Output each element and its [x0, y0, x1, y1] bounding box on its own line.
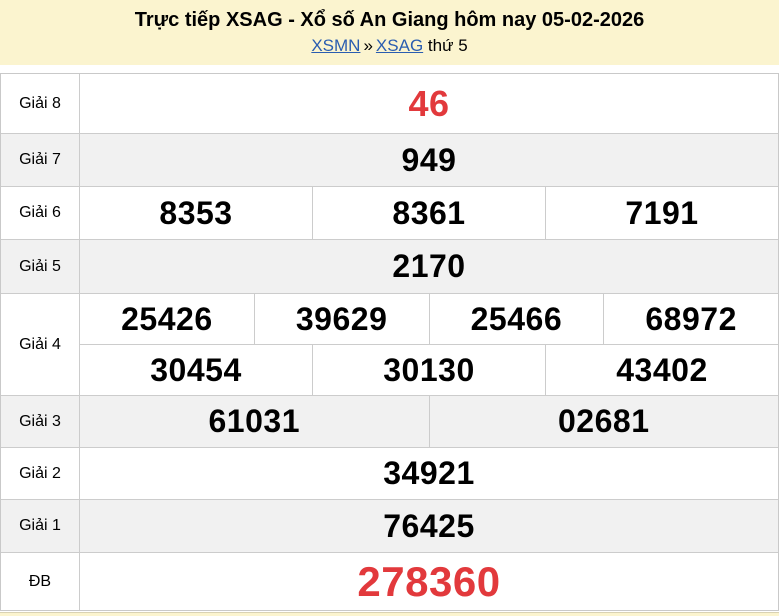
prize-row-giai-8: Giải 8 46: [1, 74, 778, 133]
breadcrumb-link-xsag[interactable]: XSAG: [375, 36, 424, 55]
results-table: Giải 8 46 Giải 7 949 Giải 6 8353 8361 71…: [0, 73, 779, 611]
prize-label: Giải 4: [1, 294, 80, 395]
prize-number: 68972: [603, 294, 778, 344]
prize-subrow: 25426 39629 25466 68972: [80, 294, 778, 345]
prize-row-giai-1: Giải 1 76425: [1, 499, 778, 552]
prize-number: 30454: [150, 351, 242, 388]
prize-row-dac-biet: ĐB 278360: [1, 552, 778, 610]
prize-number: 8353: [159, 194, 233, 231]
prize-number: 8361: [312, 187, 545, 239]
prize-number: 02681: [428, 396, 779, 447]
prize-number: 25466: [428, 294, 604, 344]
prize-number: 278360: [357, 557, 501, 605]
prize-label: Giải 5: [1, 240, 80, 293]
prize-label: Giải 2: [1, 448, 80, 499]
prize-number: 61031: [208, 403, 300, 439]
prize-row-giai-6: Giải 6 8353 8361 7191: [1, 186, 778, 239]
prize-number: 76425: [383, 507, 475, 544]
prize-label: ĐB: [1, 553, 80, 610]
prize-label: Giải 3: [1, 396, 80, 447]
prize-number: 39629: [253, 294, 429, 344]
prize-subrow: 30454 30130 43402: [80, 345, 778, 395]
prize-label: Giải 7: [1, 134, 80, 186]
prize-number: 25426: [121, 300, 213, 337]
page-title: Trực tiếp XSAG - Xổ số An Giang hôm nay …: [134, 9, 645, 31]
next-section-strip: [0, 612, 779, 616]
prize-number: 7191: [545, 187, 778, 239]
prize-label: Giải 8: [1, 74, 80, 133]
prize-row-giai-4: Giải 4 25426 39629 25466 68972 30454 301…: [1, 293, 778, 395]
prize-number: 34921: [383, 455, 475, 491]
breadcrumb-separator: »: [363, 36, 373, 55]
prize-number: 46: [408, 82, 450, 124]
prize-row-giai-3: Giải 3 61031 02681: [1, 395, 778, 447]
breadcrumb: XSMN» XSAG thứ 5: [0, 34, 779, 58]
breadcrumb-link-xsmn[interactable]: XSMN: [311, 36, 361, 55]
header-band: Trực tiếp XSAG - Xổ số An Giang hôm nay …: [0, 0, 779, 65]
prize-row-giai-5: Giải 5 2170: [1, 239, 778, 293]
prize-row-giai-2: Giải 2 34921: [1, 447, 778, 499]
breadcrumb-day-label: thứ 5: [427, 36, 468, 55]
prize-number: 43402: [545, 345, 778, 395]
prize-label: Giải 1: [1, 500, 80, 552]
prize-row-giai-7: Giải 7 949: [1, 133, 778, 186]
prize-number: 949: [401, 141, 457, 178]
prize-number: 30130: [312, 345, 545, 395]
prize-label: Giải 6: [1, 187, 80, 239]
prize-number: 2170: [392, 248, 466, 284]
